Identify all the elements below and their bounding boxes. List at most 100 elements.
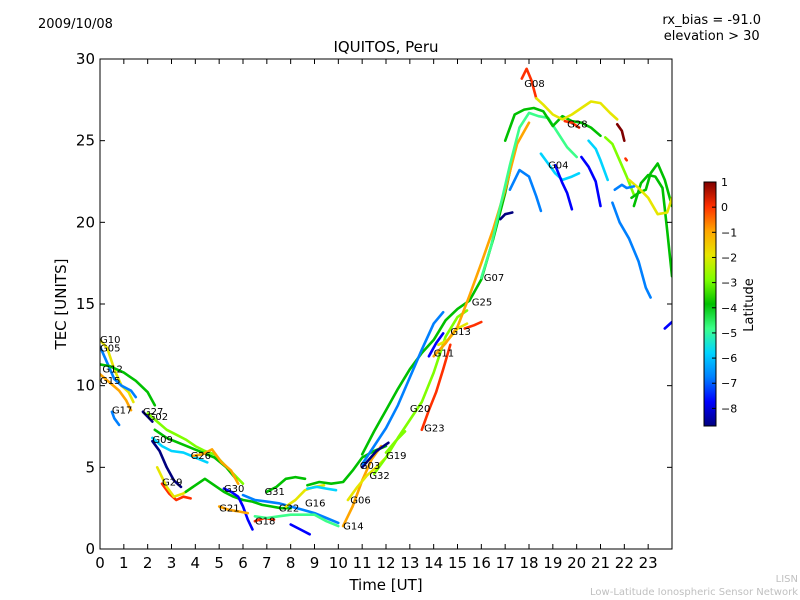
- series-line-g26b: [191, 448, 240, 486]
- footer: LISN Low-Latitude Ionospheric Sensor Net…: [590, 573, 798, 599]
- x-tick-label: 13: [400, 554, 419, 572]
- sat-label-g16: G16: [305, 499, 325, 510]
- colorbar-tick-label: −1: [721, 226, 737, 239]
- x-tick-label: 19: [543, 554, 562, 572]
- x-tick-label: 5: [214, 554, 224, 572]
- x-tick-label: 0: [95, 554, 105, 572]
- series-line-g04n: [624, 157, 629, 162]
- series-line-g04j: [627, 178, 672, 216]
- series-line-g20b: [360, 310, 445, 466]
- sat-label-g09: G09: [152, 435, 172, 446]
- colorbar-tick-label: −3: [721, 277, 737, 290]
- sat-label-g25: G25: [472, 298, 492, 309]
- series-line-g28b: [615, 123, 626, 142]
- series-line-g22b: [289, 523, 312, 536]
- x-tick-label: 12: [376, 554, 395, 572]
- series-line-g04l: [613, 183, 636, 191]
- series-line-g07b: [503, 106, 602, 142]
- series-line-g13b: [463, 320, 483, 330]
- colorbar-label: Latitude: [742, 278, 757, 332]
- sat-label-g11: G11: [434, 348, 454, 359]
- series-line-g04e: [580, 155, 602, 208]
- sat-label-g19: G19: [386, 451, 406, 462]
- sat-label-g32: G32: [369, 471, 389, 482]
- x-tick-label: 17: [496, 554, 515, 572]
- sat-label-g15: G15: [100, 376, 120, 387]
- sat-label-g14: G14: [343, 521, 363, 532]
- series-line-g04k: [611, 201, 652, 299]
- series-line-g31: [241, 493, 340, 525]
- y-tick-label: 30: [76, 50, 95, 68]
- colorbar-tick-label: −2: [721, 251, 737, 264]
- series-line-g28: [563, 119, 581, 129]
- series-line-g04c: [499, 211, 514, 221]
- series-line-g04m: [663, 320, 672, 330]
- colorbar-tick-label: −5: [721, 327, 737, 340]
- x-tick-label: 4: [191, 554, 201, 572]
- colorbar-tick-label: 0: [721, 201, 728, 214]
- series-line-g04f: [587, 139, 610, 182]
- colorbar-tick-label: −4: [721, 302, 737, 315]
- series-line-g11: [427, 332, 445, 358]
- footer-network: Low-Latitude Ionospheric Sensor Network: [590, 587, 798, 598]
- y-tick-label: 10: [76, 377, 95, 395]
- series-line-g16: [306, 444, 388, 487]
- series-line-g09: [151, 439, 183, 489]
- sat-label-g10: G10: [100, 335, 120, 346]
- sat-label-g17: G17: [112, 405, 132, 416]
- x-tick-label: 16: [472, 554, 491, 572]
- x-tick-label: 3: [167, 554, 177, 572]
- date-label: 2009/10/08: [38, 17, 113, 32]
- y-tick-label: 0: [85, 540, 95, 558]
- x-tick-label: 7: [262, 554, 272, 572]
- x-tick-label: 1: [119, 554, 129, 572]
- x-tick-label: 11: [353, 554, 372, 572]
- series-line-g10: [100, 338, 135, 404]
- y-tick-label: 25: [76, 132, 95, 150]
- sat-label-g20: G20: [410, 404, 430, 415]
- x-tick-label: 14: [424, 554, 443, 572]
- series-line-g09b: [151, 436, 209, 464]
- series-line-g08: [520, 67, 538, 100]
- sat-label-g07: G07: [484, 273, 504, 284]
- series-line-g08b: [534, 96, 619, 121]
- series-line-g04i: [632, 173, 672, 278]
- colorbar-tick-label: −7: [721, 377, 737, 390]
- x-tick-label: 15: [448, 554, 467, 572]
- series-line-g15: [100, 372, 133, 412]
- x-axis-label: Time [UT]: [348, 576, 422, 594]
- series-line-g21: [217, 505, 250, 515]
- series-line-g19: [384, 430, 407, 454]
- x-tick-label: 9: [310, 554, 320, 572]
- colorbar-tick-label: 1: [721, 176, 728, 189]
- y-axis: 0 5 10 15 20 25 30: [76, 50, 672, 558]
- sat-label-g21: G21: [219, 503, 239, 514]
- colorbar-tick-label: −6: [721, 352, 737, 365]
- series-line-g18b: [253, 513, 340, 528]
- colorbar: 1 0 −1 −2 −3 −4 −5 −6 −7 −8 Latitude: [703, 176, 757, 427]
- colorbar-tick-label: −8: [721, 402, 737, 415]
- series-layer: [100, 67, 672, 536]
- sat-label-g27: G27: [143, 407, 163, 418]
- colorbar-ticks: 1 0 −1 −2 −3 −4 −5 −6 −7 −8: [712, 176, 737, 415]
- sat-label-g05: G05: [100, 343, 120, 354]
- sat-label-g23: G23: [424, 423, 444, 434]
- x-tick-label: 2: [143, 554, 153, 572]
- series-line-g04g: [603, 136, 636, 196]
- sat-label-g06: G06: [350, 495, 370, 506]
- x-axis: 0 1 2 3 4 5 6 7 8 9 10 11 12 13 14 15 16 17 18 19 20 21 22 23: [95, 59, 658, 572]
- x-tick-label: 22: [615, 554, 634, 572]
- sat-label-g04: G04: [548, 160, 568, 171]
- x-tick-label: 8: [286, 554, 296, 572]
- settings-info: rx_bias = -91.0 elevation > 30: [662, 13, 761, 45]
- y-tick-label: 20: [76, 213, 95, 231]
- x-tick-label: 20: [567, 554, 586, 572]
- y-tick-label: 5: [85, 458, 95, 476]
- x-tick-label: 21: [591, 554, 610, 572]
- sat-label-g31: G31: [264, 487, 284, 498]
- series-line-g27: [141, 410, 154, 423]
- series-line-g16b: [306, 485, 338, 492]
- colorbar-gradient: [703, 181, 717, 427]
